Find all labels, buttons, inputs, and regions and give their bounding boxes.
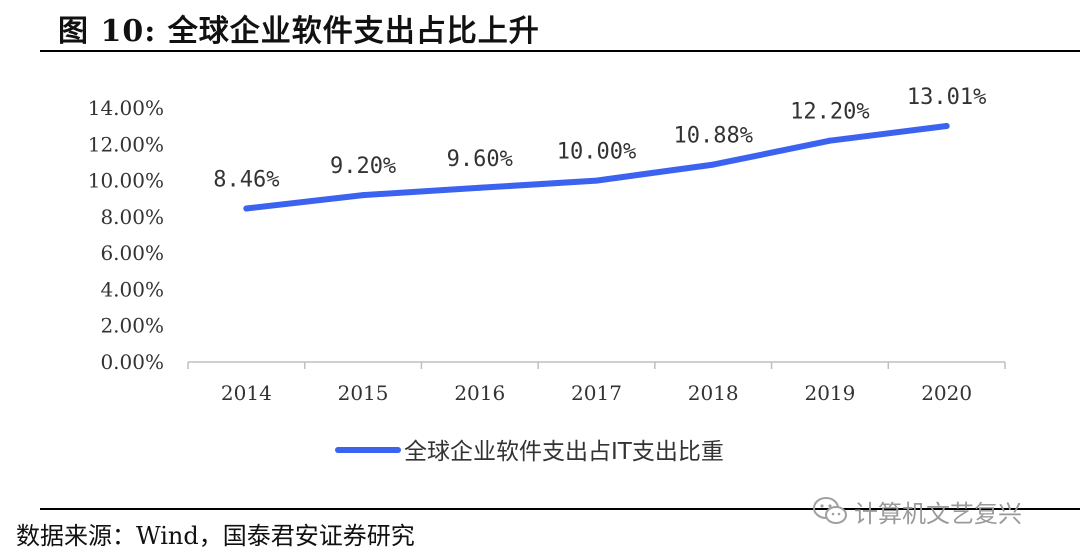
source-divider bbox=[40, 508, 1080, 510]
x-tick-label: 2016 bbox=[454, 381, 505, 405]
title-underline bbox=[40, 50, 1080, 52]
data-label: 9.60% bbox=[447, 147, 513, 172]
x-tick-label: 2020 bbox=[921, 381, 972, 405]
data-label: 8.46% bbox=[213, 168, 279, 193]
data-point bbox=[826, 137, 833, 144]
x-tick-label: 2018 bbox=[688, 381, 739, 405]
data-point bbox=[710, 161, 717, 168]
wechat-icon bbox=[813, 497, 847, 524]
line-chart: 0.00% 2.00% 4.00% 6.00% 8.00% 10.00% 12.00% 14.… bbox=[88, 85, 1006, 465]
data-point bbox=[476, 184, 483, 191]
source-note: 数据来源：Wind，国泰君安证券研究 bbox=[16, 522, 415, 550]
data-label: 10.00% bbox=[557, 140, 636, 165]
data-point bbox=[943, 122, 950, 129]
y-tick-label: 6.00% bbox=[100, 241, 164, 265]
x-tick-label: 2015 bbox=[338, 381, 389, 405]
data-point bbox=[593, 177, 600, 184]
watermark: 计算机文艺复兴 bbox=[812, 494, 1022, 528]
data-label: 9.20% bbox=[330, 154, 396, 179]
x-tick-label: 2014 bbox=[221, 381, 272, 405]
x-tick-label: 2017 bbox=[571, 381, 622, 405]
y-tick-label: 12.00% bbox=[88, 132, 164, 156]
y-tick-label: 8.00% bbox=[100, 205, 164, 229]
y-tick-label: 2.00% bbox=[100, 314, 164, 338]
y-tick-label: 0.00% bbox=[100, 350, 164, 374]
data-point bbox=[243, 205, 250, 212]
y-tick-label: 10.00% bbox=[88, 169, 164, 193]
legend-label: 全球企业软件支出占IT支出比重 bbox=[404, 439, 724, 465]
data-label: 12.20% bbox=[790, 100, 869, 125]
y-tick-label: 4.00% bbox=[100, 277, 164, 301]
watermark-text: 计算机文艺复兴 bbox=[854, 499, 1022, 528]
data-point bbox=[360, 192, 367, 199]
y-tick-label: 14.00% bbox=[88, 96, 164, 120]
figure-title: 图 10: 全球企业软件支出占比上升 bbox=[58, 14, 540, 49]
data-label: 13.01% bbox=[907, 85, 986, 110]
x-tick-label: 2019 bbox=[804, 381, 855, 405]
data-label: 10.88% bbox=[673, 124, 752, 149]
